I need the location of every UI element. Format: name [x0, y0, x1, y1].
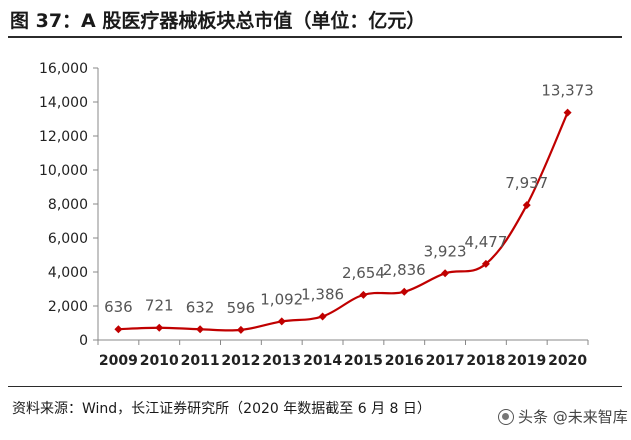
x-tick-label: 2012: [221, 353, 260, 369]
x-tick-label: 2018: [466, 353, 505, 369]
data-point: [522, 201, 531, 210]
y-tick-label: 14,000: [39, 95, 88, 111]
data-label: 2,654: [342, 264, 385, 282]
data-label: 632: [186, 298, 215, 316]
data-point: [563, 108, 572, 117]
data-label: 2,836: [383, 261, 426, 279]
y-axis-ticks: 0 2,000 4,000 6,000 8,000 10,000 12,000 14,000 1…: [39, 61, 98, 349]
x-tick-label: 2017: [426, 353, 465, 369]
x-tick-label: 2020: [548, 353, 587, 369]
data-points: [114, 108, 572, 334]
data-point: [236, 325, 245, 334]
data-label: 3,923: [424, 242, 467, 260]
data-label: 596: [227, 299, 256, 317]
data-label: 7,937: [505, 174, 548, 192]
x-tick-label: 2016: [385, 353, 424, 369]
data-point: [441, 269, 450, 278]
title-divider: [8, 36, 622, 38]
x-tick-label: 2013: [262, 353, 301, 369]
data-label: 1,386: [301, 285, 344, 303]
y-tick-label: 10,000: [39, 163, 88, 179]
y-tick-label: 6,000: [48, 231, 88, 247]
data-point: [318, 312, 327, 321]
x-tick-label: 2011: [181, 353, 220, 369]
data-point: [155, 323, 164, 332]
x-tick-label: 2009: [99, 353, 138, 369]
data-point: [277, 317, 286, 326]
y-tick-label: 2,000: [48, 299, 88, 315]
x-tick-label: 2010: [140, 353, 179, 369]
data-label: 636: [104, 298, 133, 316]
y-tick-label: 16,000: [39, 61, 88, 77]
data-label: 13,373: [541, 82, 594, 100]
x-tick-label: 2014: [303, 353, 342, 369]
source-note: 资料来源：Wind，长江证券研究所（2020 年数据截至 6 月 8 日）: [12, 401, 431, 417]
chart-title: 图 37：A 股医疗器械板块总市值（单位：亿元）: [10, 10, 426, 32]
y-tick-label: 0: [79, 333, 88, 349]
data-point: [114, 325, 123, 334]
y-tick-label: 8,000: [48, 197, 88, 213]
x-axis-ticks: 2009 2010 2011 2012 2013 2014 2015 2016 2017 2018…: [97, 340, 589, 369]
watermark: 头条 @未来智库: [498, 406, 628, 427]
watermark-text: 头条 @未来智库: [518, 408, 628, 426]
data-point: [481, 259, 490, 268]
watermark-logo-icon: [498, 408, 514, 425]
y-tick-label: 12,000: [39, 129, 88, 145]
data-point: [359, 290, 368, 299]
line-chart: 0 2,000 4,000 6,000 8,000 10,000 12,000 14,000 1…: [39, 61, 594, 369]
data-label: 721: [145, 297, 174, 315]
data-point: [196, 325, 205, 334]
y-tick-label: 4,000: [48, 265, 88, 281]
data-point: [400, 287, 409, 296]
data-label: 1,092: [260, 290, 303, 308]
data-label: 4,477: [464, 233, 507, 251]
source-divider: [8, 386, 622, 387]
x-tick-label: 2015: [344, 353, 383, 369]
x-tick-label: 2019: [507, 353, 546, 369]
